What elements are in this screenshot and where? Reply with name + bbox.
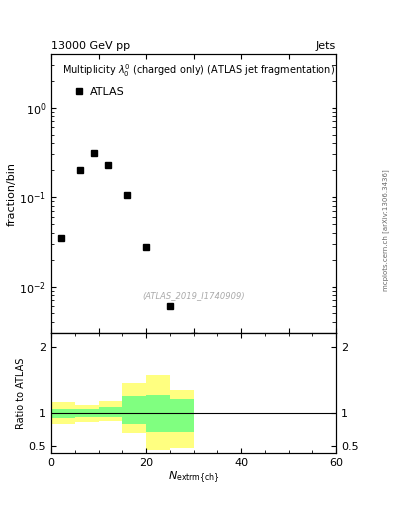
Y-axis label: fraction/bin: fraction/bin [6,161,17,225]
ATLAS [106,162,110,168]
Text: Jets: Jets [316,41,336,51]
ATLAS [167,303,172,309]
ATLAS [125,192,129,198]
Line: ATLAS: ATLAS [58,151,310,358]
ATLAS [229,344,234,350]
ATLAS [286,350,291,356]
ATLAS [210,340,215,347]
ATLAS [248,346,253,352]
Legend: ATLAS: ATLAS [68,82,130,103]
ATLAS [58,235,63,241]
ATLAS [191,333,196,339]
Text: Multiplicity $\lambda_0^0$ (charged only) (ATLAS jet fragmentation): Multiplicity $\lambda_0^0$ (charged only… [62,62,335,79]
ATLAS [77,167,82,173]
Y-axis label: Ratio to ATLAS: Ratio to ATLAS [16,357,26,429]
ATLAS [144,244,149,250]
X-axis label: $N_{\mathrm{extrm\{ch\}}}$: $N_{\mathrm{extrm\{ch\}}}$ [168,470,219,485]
ATLAS [92,150,96,156]
ATLAS [267,348,272,354]
Text: mcplots.cern.ch [arXiv:1306.3436]: mcplots.cern.ch [arXiv:1306.3436] [382,169,389,291]
Text: 13000 GeV pp: 13000 GeV pp [51,41,130,51]
ATLAS [305,352,310,358]
Text: (ATLAS_2019_I1740909): (ATLAS_2019_I1740909) [142,291,245,300]
